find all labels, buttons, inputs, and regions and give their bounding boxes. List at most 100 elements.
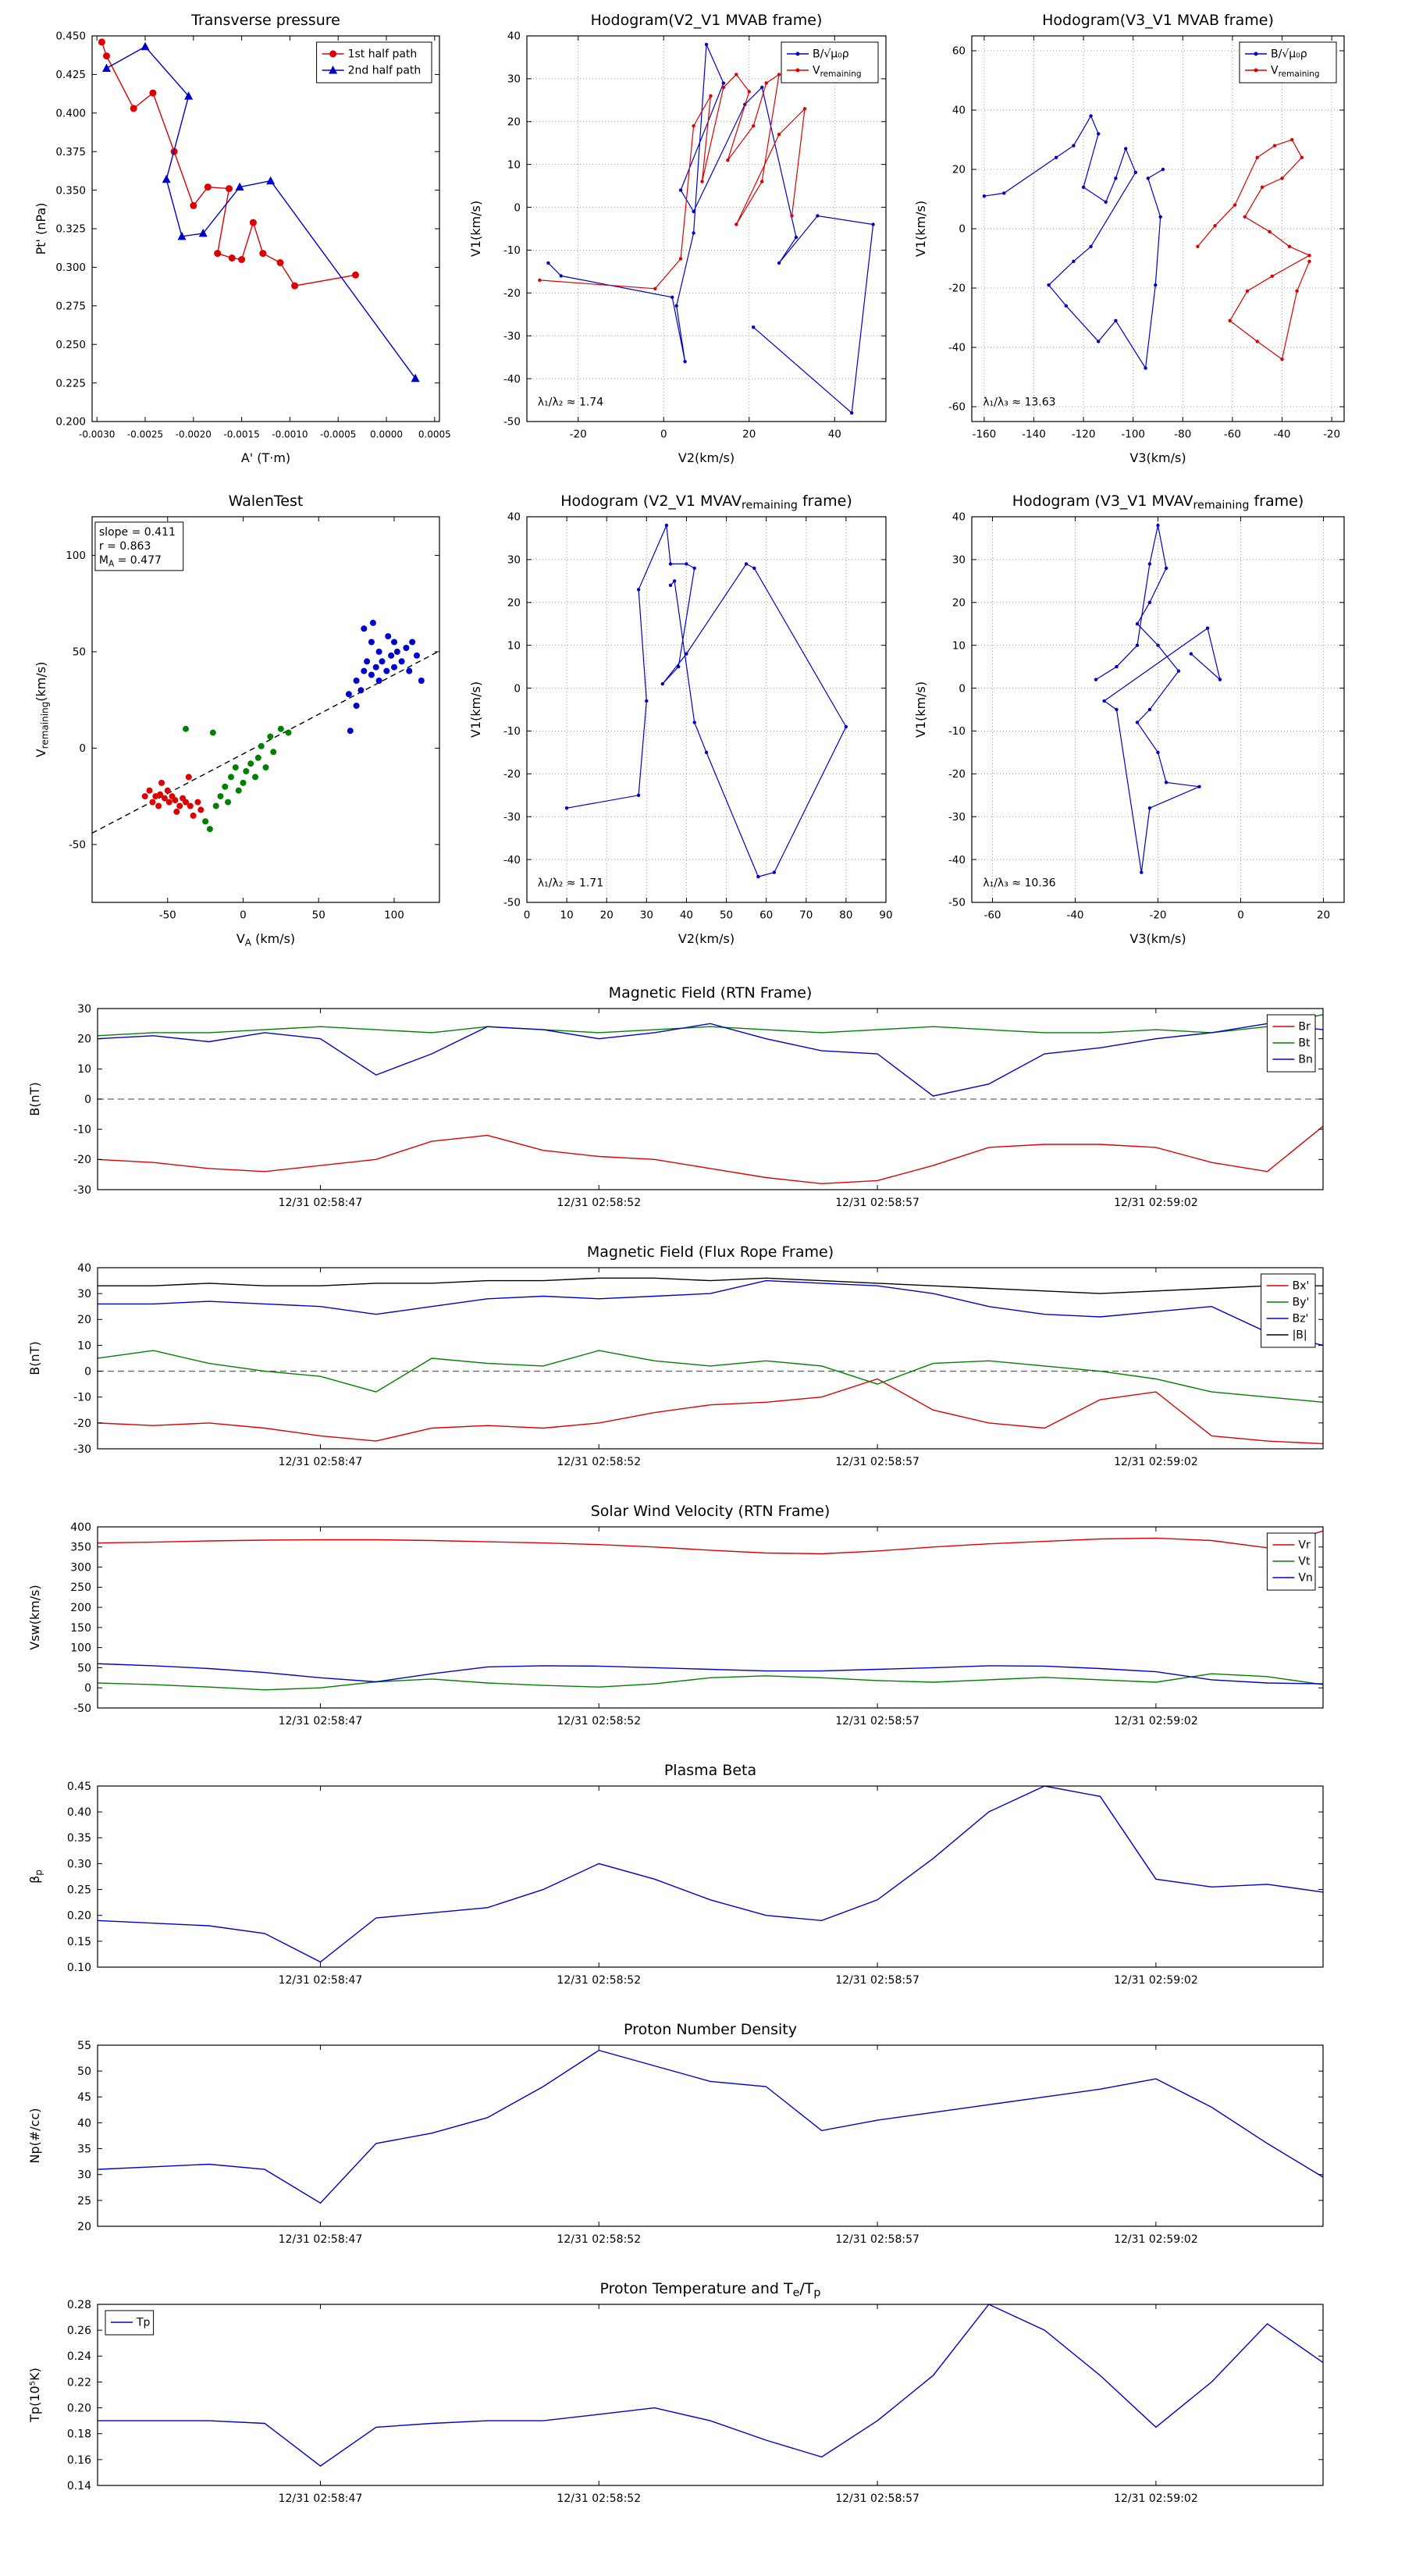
svg-text:V2(km/s): V2(km/s) [678, 450, 735, 465]
svg-text:Np(#/cc): Np(#/cc) [27, 2108, 42, 2164]
svg-text:0: 0 [84, 1365, 91, 1378]
svg-text:30: 30 [77, 1288, 91, 1300]
svg-text:20: 20 [952, 597, 966, 610]
svg-text:2nd half path: 2nd half path [348, 65, 422, 77]
chart-svg: 12/31 02:58:47 12/31 02:58:52 12/31 02:58:… [27, 1762, 1324, 1987]
svg-text:Tp: Tp [136, 2317, 151, 2329]
svg-text:100: 100 [66, 550, 86, 562]
svg-text:-160: -160 [973, 429, 997, 441]
svg-text:40: 40 [680, 909, 693, 922]
svg-text:12/31 02:59:02: 12/31 02:59:02 [1114, 1974, 1198, 1987]
chart-svg: -60 -40 -20 0 20 -50 -40 -30 -20 -10 0 10 20 30 40 Hodo… [913, 493, 1345, 946]
chart-transverse-pressure: -0.0030 -0.0025 -0.0020 -0.0015 -0.0010 -0.00… [30, 2, 451, 470]
svg-text:12/31 02:58:52: 12/31 02:58:52 [557, 1974, 641, 1987]
svg-text:A' (T·m): A' (T·m) [241, 450, 290, 465]
svg-text:250: 250 [70, 1582, 91, 1594]
svg-text:12/31 02:58:47: 12/31 02:58:47 [279, 2492, 363, 2505]
svg-text:Magnetic Field (RTN Frame): Magnetic Field (RTN Frame) [609, 984, 813, 1002]
svg-text:Vsw(km/s): Vsw(km/s) [27, 1585, 42, 1649]
svg-text:-20: -20 [1323, 429, 1340, 441]
svg-text:45: 45 [77, 2091, 91, 2104]
svg-text:150: 150 [70, 1622, 91, 1635]
svg-text:70: 70 [799, 909, 813, 922]
svg-text:0.0000: 0.0000 [370, 429, 403, 440]
svg-text:20: 20 [952, 164, 966, 176]
svg-text:-10: -10 [948, 725, 966, 738]
svg-text:0.18: 0.18 [67, 2428, 91, 2441]
svg-text:0: 0 [84, 1094, 91, 1106]
svg-text:12/31 02:58:52: 12/31 02:58:52 [557, 1456, 641, 1468]
svg-text:Proton Number Density: Proton Number Density [624, 2021, 797, 2038]
svg-text:B(nT): B(nT) [27, 1341, 42, 1375]
svg-text:-40: -40 [1273, 429, 1290, 441]
svg-text:Hodogram(V2_V1 MVAB frame): Hodogram(V2_V1 MVAB frame) [591, 12, 823, 29]
svg-text:Transverse pressure: Transverse pressure [190, 12, 340, 29]
svg-text:12/31 02:58:47: 12/31 02:58:47 [279, 1197, 363, 1209]
svg-text:350: 350 [70, 1542, 91, 1554]
svg-text:0.350: 0.350 [55, 184, 86, 197]
svg-text:0.15: 0.15 [67, 1936, 91, 1948]
svg-text:40: 40 [828, 429, 841, 441]
svg-text:Vremaining: Vremaining [813, 65, 862, 80]
svg-text:12/31 02:59:02: 12/31 02:59:02 [1114, 2492, 1198, 2505]
svg-text:λ₁/λ₃ ≈ 13.63: λ₁/λ₃ ≈ 13.63 [983, 396, 1055, 408]
svg-text:50: 50 [77, 1662, 91, 1674]
svg-text:-50: -50 [503, 416, 521, 429]
svg-text:-10: -10 [503, 244, 521, 257]
svg-text:0.25: 0.25 [67, 1884, 91, 1896]
svg-text:V1(km/s): V1(km/s) [468, 201, 483, 257]
svg-text:12/31 02:58:47: 12/31 02:58:47 [279, 2233, 363, 2246]
svg-text:40: 40 [507, 30, 521, 43]
svg-text:-40: -40 [503, 373, 521, 386]
svg-text:0.425: 0.425 [55, 69, 86, 81]
svg-text:0.10: 0.10 [67, 1962, 91, 1974]
svg-text:100: 100 [384, 909, 404, 922]
svg-text:10: 10 [77, 1063, 91, 1076]
svg-text:0.375: 0.375 [55, 146, 86, 158]
svg-text:40: 40 [507, 511, 521, 524]
svg-text:Bn: Bn [1298, 1054, 1312, 1066]
svg-text:0.225: 0.225 [55, 377, 86, 390]
svg-text:0: 0 [84, 1682, 91, 1695]
chart-proton-temperature: 12/31 02:58:47 12/31 02:58:52 12/31 02:58:… [23, 2272, 1335, 2523]
svg-text:Vr: Vr [1298, 1539, 1311, 1552]
svg-text:400: 400 [70, 1521, 91, 1534]
svg-text:V1(km/s): V1(km/s) [913, 201, 928, 257]
svg-text:-50: -50 [948, 897, 966, 909]
svg-text:0.14: 0.14 [67, 2480, 91, 2492]
svg-text:|B|: |B| [1293, 1329, 1307, 1342]
svg-text:20: 20 [77, 1314, 91, 1326]
svg-text:V3(km/s): V3(km/s) [1129, 450, 1186, 465]
svg-text:V1(km/s): V1(km/s) [913, 681, 928, 738]
svg-text:-20: -20 [948, 768, 966, 781]
chart-svg: 12/31 02:58:47 12/31 02:58:52 12/31 02:58:… [27, 2280, 1324, 2505]
svg-text:r = 0.863: r = 0.863 [99, 540, 151, 553]
svg-text:50: 50 [77, 2065, 91, 2078]
svg-text:12/31 02:58:57: 12/31 02:58:57 [835, 2233, 919, 2246]
svg-text:-30: -30 [73, 1184, 91, 1197]
svg-text:30: 30 [640, 909, 653, 922]
svg-text:0.200: 0.200 [55, 416, 86, 429]
svg-text:0: 0 [524, 909, 531, 922]
svg-text:λ₁/λ₂ ≈ 1.71: λ₁/λ₂ ≈ 1.71 [538, 877, 603, 889]
svg-text:By': By' [1293, 1297, 1310, 1309]
chart-plasma-beta: 12/31 02:58:47 12/31 02:58:52 12/31 02:58:… [23, 1753, 1335, 2005]
svg-text:40: 40 [77, 1262, 91, 1275]
svg-text:Tp(10⁵K): Tp(10⁵K) [27, 2368, 42, 2423]
svg-text:10: 10 [560, 909, 574, 922]
svg-text:12/31 02:58:52: 12/31 02:58:52 [557, 2233, 641, 2246]
svg-text:0.35: 0.35 [67, 1832, 91, 1845]
svg-text:-20: -20 [570, 429, 587, 441]
svg-text:-20: -20 [503, 287, 521, 300]
svg-text:Hodogram (V3_V1 MVAVremaining: Hodogram (V3_V1 MVAVremaining frame) [1012, 493, 1304, 512]
svg-text:12/31 02:58:57: 12/31 02:58:57 [835, 1197, 919, 1209]
svg-text:30: 30 [77, 2169, 91, 2182]
chart-svg: 12/31 02:58:47 12/31 02:58:52 12/31 02:58:… [27, 984, 1324, 1209]
svg-text:-0.0005: -0.0005 [320, 429, 356, 440]
chart-svg: -160 -140 -120 -100 -80 -60 -40 -20 -60 -40 -20 0 20… [913, 12, 1345, 465]
svg-text:-30: -30 [73, 1443, 91, 1456]
svg-text:20: 20 [742, 429, 756, 441]
svg-text:0.250: 0.250 [55, 339, 86, 351]
svg-text:VA (km/s): VA (km/s) [237, 931, 295, 948]
svg-text:-0.0030: -0.0030 [79, 429, 115, 440]
